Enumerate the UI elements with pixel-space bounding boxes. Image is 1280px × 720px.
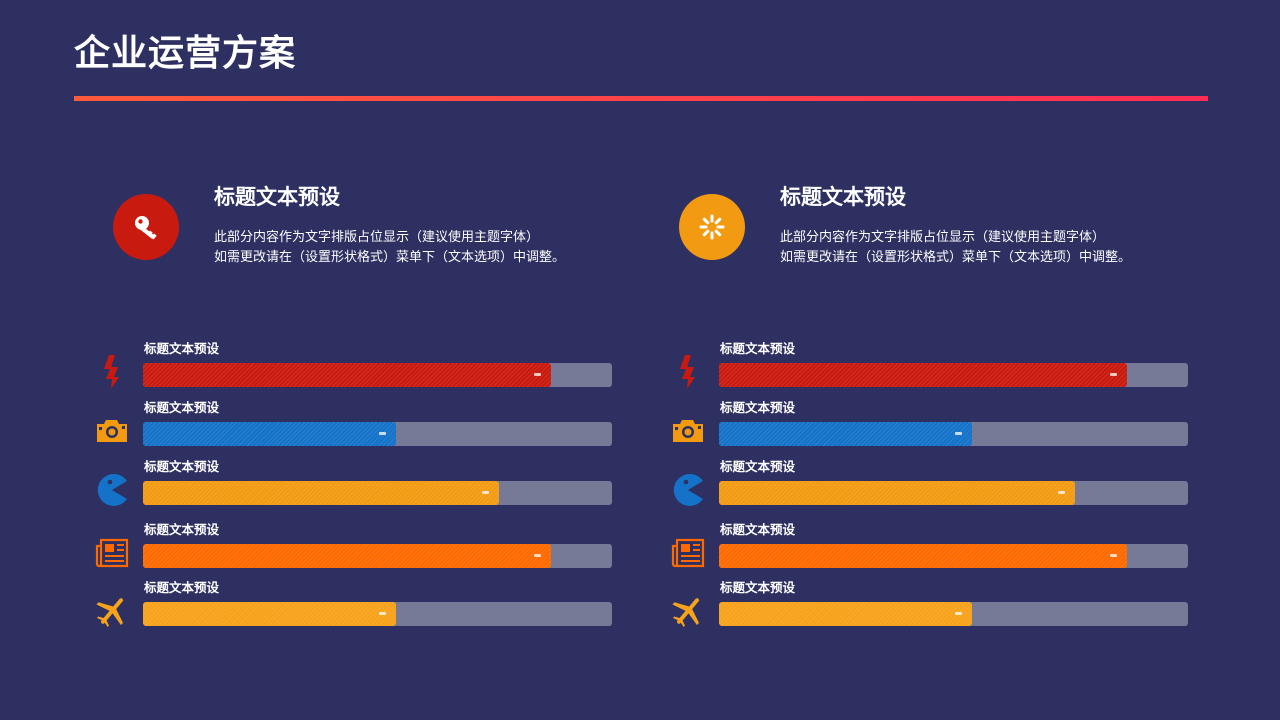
flash-icon (93, 353, 131, 391)
progress-fill (719, 602, 973, 626)
progress-track (143, 422, 612, 446)
progress-label: 标题文本预设 (144, 459, 220, 474)
progress-track (143, 363, 612, 387)
intro-body: 此部分内容作为文字排版占位显示（建议使用主题字体） 如需更改请在（设置形状格式）… (214, 228, 634, 267)
newspaper-icon (669, 534, 707, 572)
progress-track (143, 481, 612, 505)
progress-row: 标题文本预设 (93, 579, 613, 631)
progress-tick (1110, 373, 1118, 376)
progress-label: 标题文本预设 (720, 522, 796, 537)
flash-icon (669, 353, 707, 391)
progress-fill (143, 544, 552, 568)
newspaper-icon (93, 534, 131, 572)
progress-label: 标题文本预设 (720, 400, 796, 415)
intro-heading: 标题文本预设 (214, 185, 340, 209)
airplane-icon (93, 592, 131, 630)
progress-label: 标题文本预设 (144, 580, 220, 595)
progress-label: 标题文本预设 (720, 580, 796, 595)
progress-tick (534, 554, 542, 557)
camera-icon (669, 412, 707, 450)
progress-row: 标题文本预设 (669, 340, 1189, 392)
progress-fill (719, 363, 1128, 387)
progress-row: 标题文本预设 (669, 579, 1189, 631)
progress-track (143, 544, 612, 568)
progress-fill (143, 602, 397, 626)
camera-icon (93, 412, 131, 450)
progress-fill (143, 422, 397, 446)
progress-label: 标题文本预设 (144, 341, 220, 356)
progress-fill (719, 544, 1128, 568)
progress-group-right: 标题文本预设 标题文本预设 标题文本预设 (669, 340, 1189, 640)
pacman-icon (93, 471, 131, 509)
progress-tick (955, 432, 963, 435)
pacman-icon (669, 471, 707, 509)
title-divider (74, 96, 1208, 101)
progress-track (719, 363, 1188, 387)
progress-track (719, 422, 1188, 446)
loading-spinner-icon (679, 194, 745, 260)
progress-fill (143, 481, 500, 505)
intro-body-line: 如需更改请在（设置形状格式）菜单下（文本选项）中调整。 (214, 249, 566, 265)
intro-body-line: 如需更改请在（设置形状格式）菜单下（文本选项）中调整。 (780, 249, 1132, 265)
progress-label: 标题文本预设 (144, 522, 220, 537)
page-title: 企业运营方案 (74, 33, 297, 74)
progress-row: 标题文本预设 (669, 458, 1189, 510)
progress-tick (482, 491, 490, 494)
progress-tick (379, 432, 387, 435)
progress-row: 标题文本预设 (93, 521, 613, 573)
progress-tick (379, 612, 387, 615)
progress-fill (719, 481, 1076, 505)
intro-body-line: 此部分内容作为文字排版占位显示（建议使用主题字体） (214, 230, 540, 245)
progress-row: 标题文本预设 (93, 399, 613, 451)
progress-fill (719, 422, 973, 446)
airplane-icon (669, 592, 707, 630)
progress-row: 标题文本预设 (93, 458, 613, 510)
progress-row: 标题文本预设 (669, 521, 1189, 573)
intro-body-line: 此部分内容作为文字排版占位显示（建议使用主题字体） (780, 230, 1106, 245)
progress-tick (955, 612, 963, 615)
intro-heading: 标题文本预设 (780, 185, 906, 209)
progress-fill (143, 363, 552, 387)
key-icon (113, 194, 179, 260)
progress-track (719, 481, 1188, 505)
progress-tick (1058, 491, 1066, 494)
progress-row: 标题文本预设 (93, 340, 613, 392)
progress-label: 标题文本预设 (720, 459, 796, 474)
progress-row: 标题文本预设 (669, 399, 1189, 451)
progress-track (719, 544, 1188, 568)
progress-group-left: 标题文本预设 标题文本预设 标题文本预设 (93, 340, 613, 640)
progress-tick (534, 373, 542, 376)
progress-track (719, 602, 1188, 626)
progress-tick (1110, 554, 1118, 557)
progress-track (143, 602, 612, 626)
progress-label: 标题文本预设 (720, 341, 796, 356)
intro-body: 此部分内容作为文字排版占位显示（建议使用主题字体） 如需更改请在（设置形状格式）… (780, 228, 1200, 267)
progress-label: 标题文本预设 (144, 400, 220, 415)
